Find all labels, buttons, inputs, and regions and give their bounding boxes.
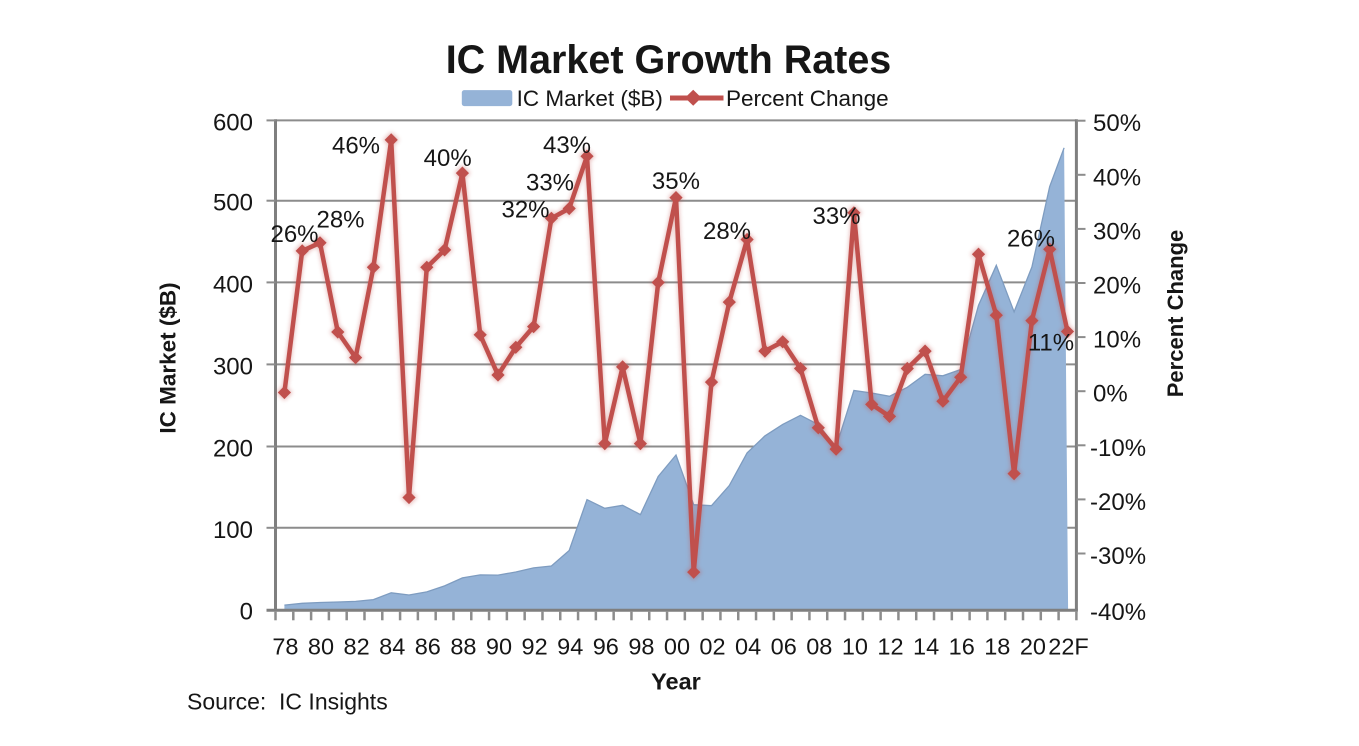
svg-text:46%: 46% [332,132,380,159]
svg-text:IC Market ($B): IC Market ($B) [156,282,181,433]
svg-text:-30%: -30% [1090,543,1146,570]
svg-text:43%: 43% [543,132,591,159]
svg-text:00: 00 [664,634,690,660]
svg-text:84: 84 [379,634,405,660]
svg-text:200: 200 [213,436,253,463]
svg-text:16: 16 [949,634,975,660]
svg-text:88: 88 [450,634,476,660]
svg-text:0%: 0% [1093,381,1128,408]
svg-text:98: 98 [628,634,654,660]
svg-text:IC Market ($B): IC Market ($B) [517,86,663,111]
svg-text:18: 18 [984,634,1010,660]
svg-text:400: 400 [213,271,253,298]
svg-text:40%: 40% [424,145,472,172]
svg-text:500: 500 [213,190,253,217]
svg-text:20%: 20% [1093,273,1141,300]
svg-text:33%: 33% [526,169,574,196]
svg-text:82: 82 [344,634,370,660]
svg-text:80: 80 [308,634,334,660]
svg-text:32%: 32% [501,197,549,224]
svg-text:04: 04 [735,634,761,660]
svg-text:600: 600 [213,109,253,136]
svg-text:300: 300 [213,353,253,380]
svg-text:94: 94 [557,634,583,660]
svg-text:-10%: -10% [1090,435,1146,462]
svg-text:90: 90 [486,634,512,660]
svg-text:10%: 10% [1093,327,1141,354]
svg-text:26%: 26% [1007,225,1055,252]
svg-text:IC Market Growth Rates: IC Market Growth Rates [446,38,892,82]
svg-text:10: 10 [842,634,868,660]
svg-text:86: 86 [415,634,441,660]
svg-text:33%: 33% [812,203,860,230]
svg-text:92: 92 [522,634,548,660]
svg-text:02: 02 [699,634,725,660]
svg-text:28%: 28% [316,207,364,234]
svg-text:28%: 28% [703,218,751,245]
svg-text:Source: IC Insights: Source: IC Insights [187,689,388,715]
svg-text:20: 20 [1020,634,1046,660]
svg-text:Percent Change: Percent Change [1163,230,1188,398]
svg-text:35%: 35% [652,168,700,195]
svg-text:12: 12 [877,634,903,660]
svg-text:-20%: -20% [1090,489,1146,516]
svg-text:26%: 26% [270,221,318,248]
svg-text:06: 06 [771,634,797,660]
svg-text:78: 78 [272,634,298,660]
svg-text:22F: 22F [1048,634,1089,660]
svg-text:40%: 40% [1093,164,1141,191]
svg-text:08: 08 [806,634,832,660]
svg-text:30%: 30% [1093,218,1141,245]
svg-text:96: 96 [593,634,619,660]
svg-text:50%: 50% [1093,110,1141,137]
svg-text:-40%: -40% [1090,599,1146,626]
svg-text:11%: 11% [1028,330,1074,357]
svg-text:Year: Year [651,669,701,695]
svg-text:Percent Change: Percent Change [726,86,889,111]
svg-text:100: 100 [213,517,253,544]
svg-text:0: 0 [240,599,253,626]
svg-text:14: 14 [913,634,939,660]
